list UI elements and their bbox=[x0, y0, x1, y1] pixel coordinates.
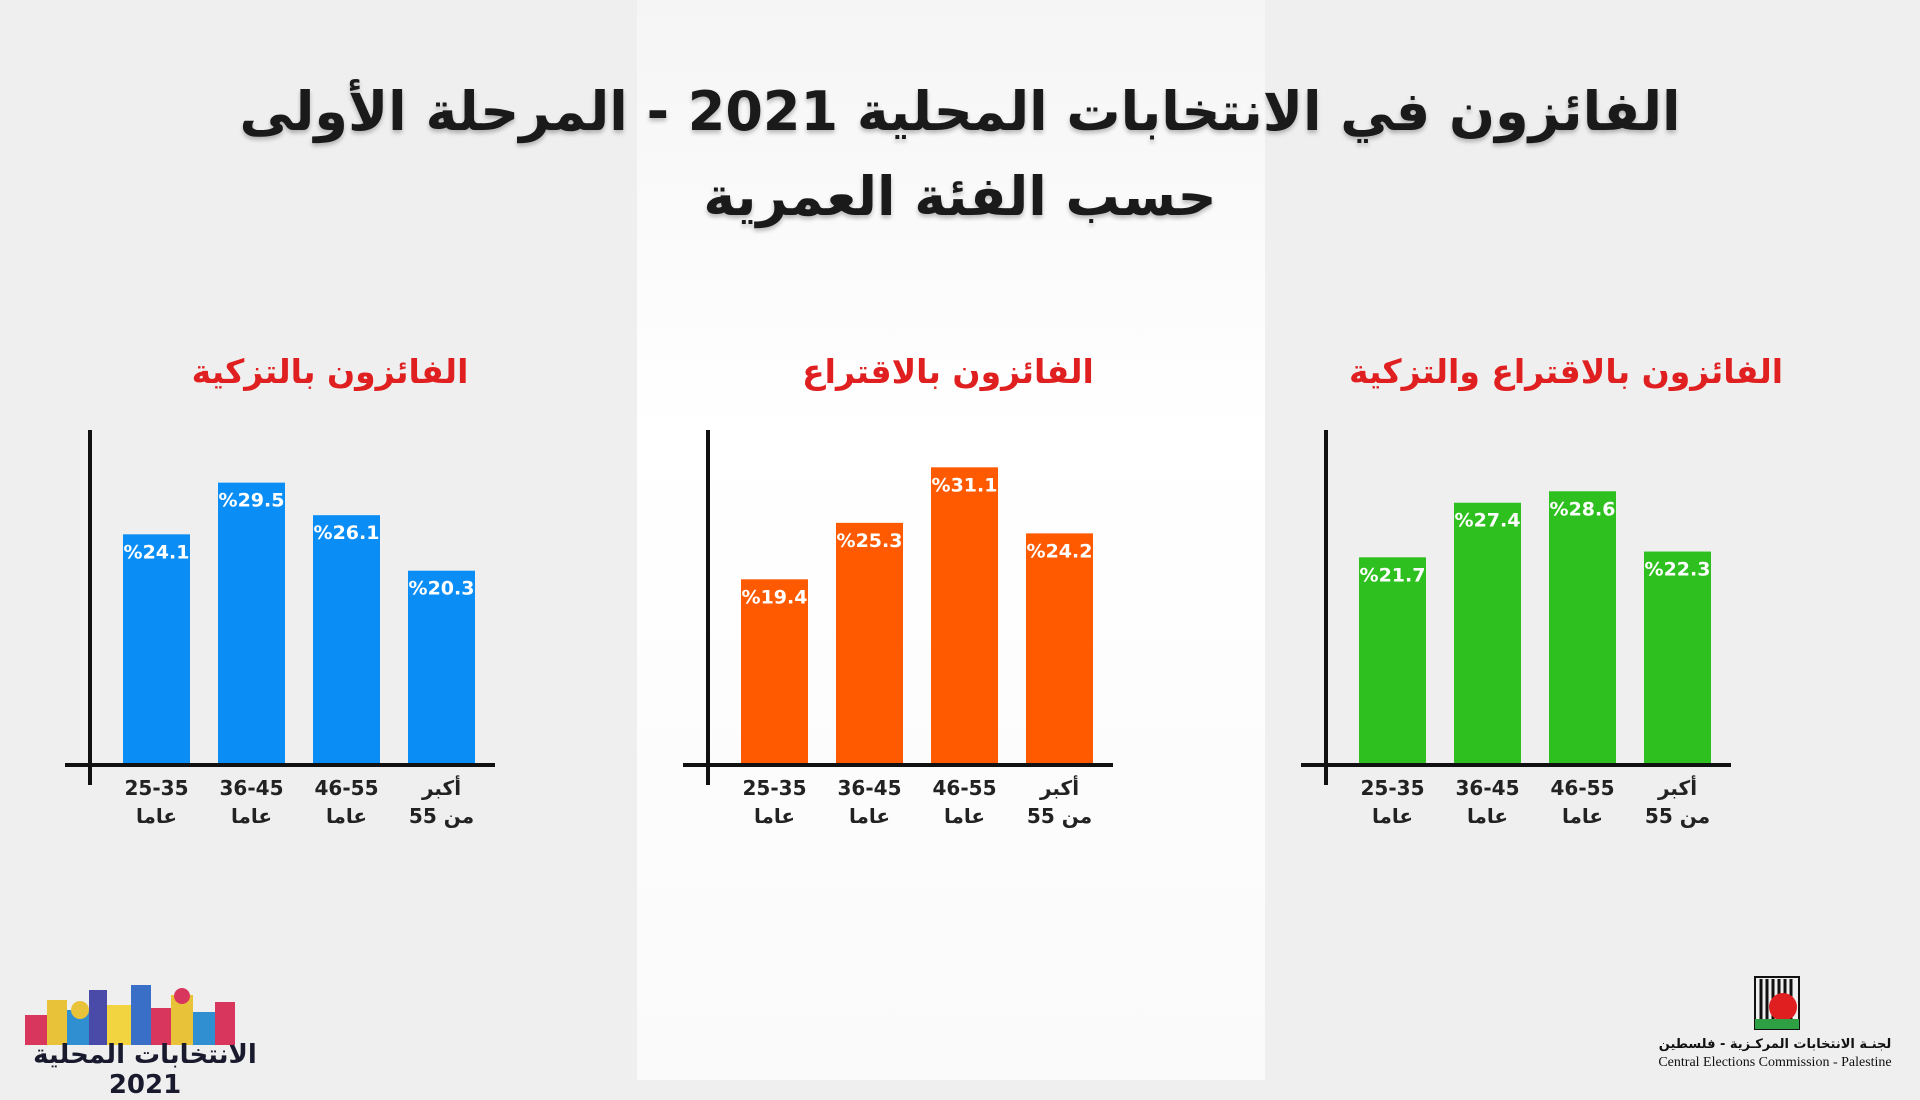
chart-panel-combined: الفائزون بالاقتراع والتزكية الفئة العمري… bbox=[1286, 340, 1846, 900]
tick-label: 46-55 bbox=[315, 776, 379, 800]
data-label: %27.4 bbox=[1455, 510, 1521, 532]
data-label: %31.1 bbox=[932, 474, 998, 496]
data-label: %24.2 bbox=[1027, 540, 1093, 562]
bar bbox=[1026, 533, 1093, 763]
bar bbox=[931, 467, 998, 763]
local-elections-logo-text: الانتخابات المحلية 2021 bbox=[33, 1040, 257, 1100]
tick-label: 36-45 bbox=[838, 776, 902, 800]
tick-label: أكبر bbox=[421, 774, 461, 800]
tick-label: 46-55 bbox=[933, 776, 997, 800]
data-label: %22.3 bbox=[1645, 559, 1711, 581]
cec-logo: لجنـة الانتخابات المركـزية - فلسطين Cent… bbox=[1645, 975, 1905, 1075]
cec-arabic-name: لجنـة الانتخابات المركـزية - فلسطين bbox=[1658, 1037, 1892, 1052]
tick-label: عاما bbox=[231, 804, 272, 828]
cec-english-name: Central Elections Commission - Palestine bbox=[1658, 1055, 1892, 1070]
tick-label: من 55 bbox=[409, 804, 474, 828]
city-skyline-icon bbox=[25, 985, 235, 1045]
bar bbox=[1644, 551, 1711, 763]
main-title-line2: حسب الفئة العمرية bbox=[703, 165, 1217, 228]
bar bbox=[1549, 491, 1616, 763]
bar bbox=[123, 534, 190, 763]
bar-chart-ballot: الفئة العمرية%19.425-35عاما%25.336-45عام… bbox=[683, 430, 1113, 828]
chart-panel-ballot: الفائزون بالاقتراع الفئة العمرية%19.425-… bbox=[668, 340, 1228, 900]
tick-label: عاما bbox=[944, 804, 985, 828]
tick-label: من 55 bbox=[1027, 804, 1092, 828]
tick-label: عاما bbox=[754, 804, 795, 828]
bar bbox=[313, 515, 380, 763]
tick-label: من 55 bbox=[1645, 804, 1710, 828]
bar bbox=[1454, 502, 1521, 763]
tick-label: 36-45 bbox=[220, 776, 284, 800]
chart-title: الفائزون بالتزكية bbox=[191, 352, 469, 391]
bar bbox=[836, 522, 903, 763]
main-title-line1: الفائزون في الانتخابات المحلية 2021 - ال… bbox=[239, 80, 1681, 143]
data-label: %28.6 bbox=[1550, 498, 1616, 520]
tick-label: أكبر bbox=[1657, 774, 1697, 800]
tick-label: 25-35 bbox=[1361, 776, 1425, 800]
bar bbox=[408, 570, 475, 763]
tick-label: عاما bbox=[849, 804, 890, 828]
tick-label: أكبر bbox=[1039, 774, 1079, 800]
tick-label: عاما bbox=[1467, 804, 1508, 828]
tick-label: 25-35 bbox=[743, 776, 807, 800]
data-label: %29.5 bbox=[219, 490, 285, 512]
tick-label: عاما bbox=[326, 804, 367, 828]
chart-panel-acclamation: الفائزون بالتزكية الفئة العمرية%24.125-3… bbox=[50, 340, 610, 900]
bar bbox=[218, 482, 285, 763]
data-label: %20.3 bbox=[409, 578, 475, 600]
data-label: %24.1 bbox=[124, 541, 190, 563]
local-elections-logo: الانتخابات المحلية 2021 bbox=[20, 980, 270, 1100]
data-label: %19.4 bbox=[742, 586, 808, 608]
bar-chart-combined: الفئة العمرية%21.725-35عاما%27.436-45عام… bbox=[1301, 430, 1731, 828]
bar bbox=[741, 579, 808, 763]
chart-title: الفائزون بالاقتراع والتزكية bbox=[1348, 352, 1784, 391]
bar bbox=[1359, 557, 1426, 763]
tick-label: عاما bbox=[1372, 804, 1413, 828]
tick-label: 25-35 bbox=[125, 776, 189, 800]
bar-chart-acclamation: الفئة العمرية%24.125-35عاما%29.536-45عام… bbox=[65, 430, 495, 828]
tick-label: عاما bbox=[136, 804, 177, 828]
data-label: %21.7 bbox=[1360, 564, 1426, 586]
chart-title: الفائزون بالاقتراع bbox=[802, 352, 1094, 391]
data-label: %25.3 bbox=[837, 530, 903, 552]
tick-label: عاما bbox=[1562, 804, 1603, 828]
data-label: %26.1 bbox=[314, 522, 380, 544]
cec-emblem-icon bbox=[1754, 976, 1800, 1030]
tick-label: 36-45 bbox=[1456, 776, 1520, 800]
tick-label: 46-55 bbox=[1551, 776, 1615, 800]
